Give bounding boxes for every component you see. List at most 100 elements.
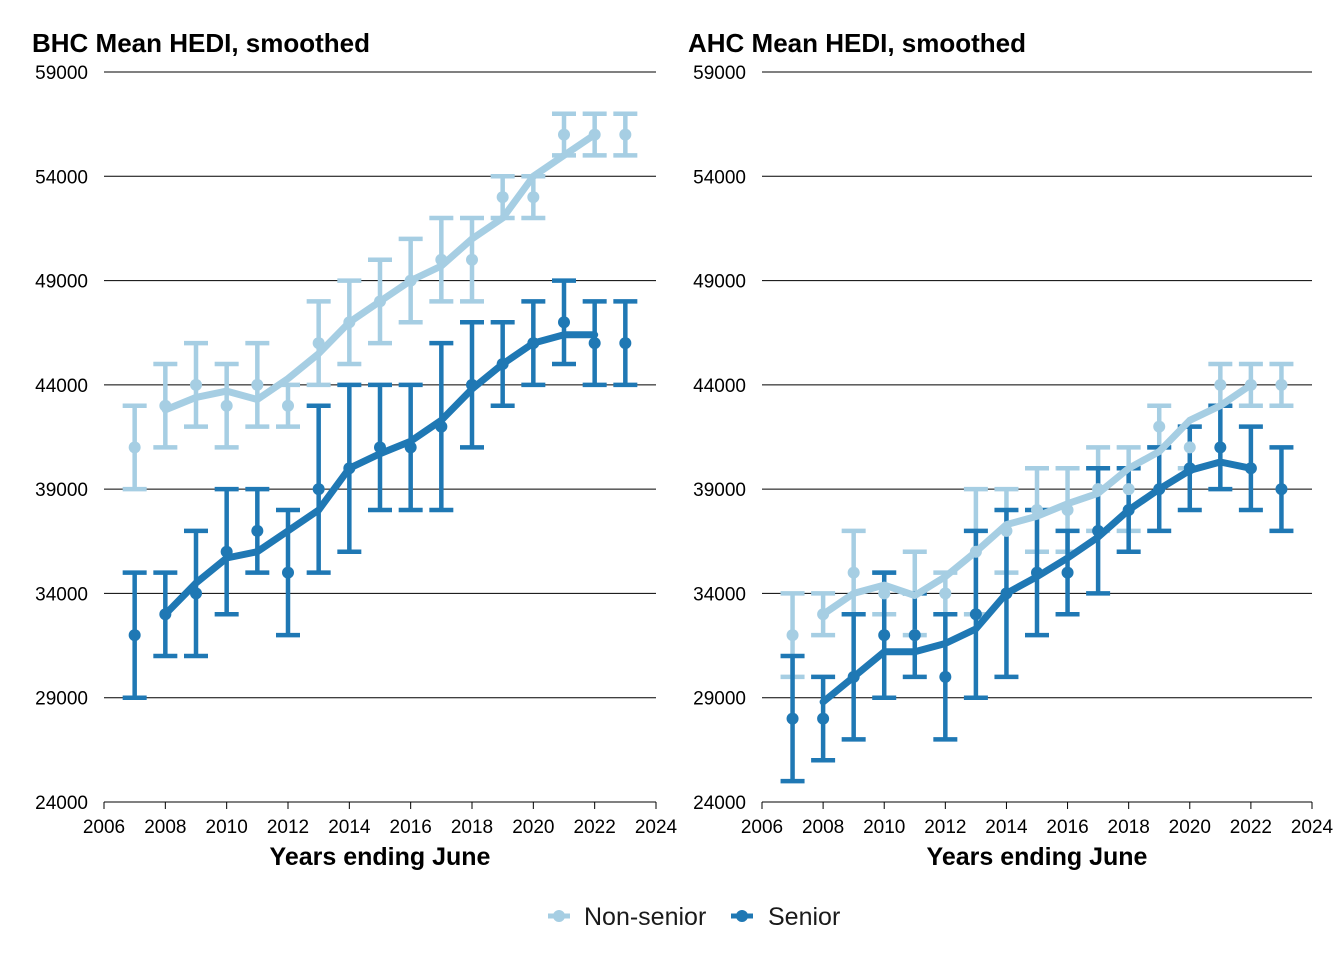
bhc-y-tick-34000: 34000 bbox=[35, 584, 88, 605]
bhc-x-tick-2008: 2008 bbox=[144, 817, 186, 838]
bhc-non-senior-point-2012 bbox=[282, 399, 294, 412]
legend-item-senior: Senior bbox=[731, 903, 840, 931]
bhc-non-senior-point-2020 bbox=[527, 191, 540, 204]
ahc-senior-point-2016 bbox=[1061, 566, 1074, 579]
bhc-x-tick-2010: 2010 bbox=[206, 817, 248, 838]
legend-item-non-senior: Non-senior bbox=[548, 903, 706, 931]
ahc-y-tick-49000: 49000 bbox=[693, 272, 746, 293]
ahc-non-senior-point-2015 bbox=[1031, 504, 1043, 516]
bhc-senior-point-2022 bbox=[588, 337, 601, 350]
bhc-non-senior-point-2016 bbox=[404, 274, 417, 287]
bhc-non-senior-point-2013 bbox=[312, 337, 325, 350]
ahc-senior-point-2020 bbox=[1183, 462, 1196, 475]
ahc-y-tick-44000: 44000 bbox=[693, 376, 746, 397]
bhc-x-tick-2018: 2018 bbox=[451, 817, 493, 838]
bhc-non-senior-point-2023 bbox=[619, 128, 632, 141]
ahc-senior-point-2009 bbox=[847, 670, 860, 683]
bhc-senior-point-2020 bbox=[527, 337, 540, 350]
ahc-senior-point-2014 bbox=[1000, 587, 1013, 600]
bhc-senior-point-2017 bbox=[435, 420, 448, 433]
bhc-senior-point-2019 bbox=[496, 358, 509, 370]
ahc-senior-point-2015 bbox=[1031, 566, 1043, 579]
legend-key-non-senior-dot bbox=[553, 910, 565, 922]
ahc-x-tick-2018: 2018 bbox=[1108, 817, 1150, 838]
ahc-y-tick-39000: 39000 bbox=[693, 480, 746, 501]
ahc-x-tick-2008: 2008 bbox=[802, 817, 844, 838]
ahc-non-senior-point-2018 bbox=[1122, 483, 1135, 496]
bhc-senior-point-2007 bbox=[128, 629, 141, 642]
bhc-panel: BHC Mean HEDI, smoothed Years ending Jun… bbox=[32, 28, 678, 871]
bhc-x-tick-2012: 2012 bbox=[267, 817, 309, 838]
legend-label-senior: Senior bbox=[768, 903, 840, 931]
ahc-x-tick-2014: 2014 bbox=[985, 817, 1028, 838]
ahc-senior-point-2011 bbox=[908, 629, 921, 642]
ahc-senior-point-2008 bbox=[817, 712, 830, 725]
bhc-non-senior-point-2018 bbox=[466, 253, 478, 266]
bhc-non-senior-point-2022 bbox=[588, 128, 601, 141]
ahc-non-senior-smoothed-line bbox=[819, 381, 1255, 618]
bhc-non-senior-point-2021 bbox=[558, 128, 570, 141]
legend: Non-senior Senior bbox=[548, 903, 840, 931]
bhc-senior-point-2023 bbox=[619, 337, 632, 350]
ahc-panel: AHC Mean HEDI, smoothed Years ending Jun… bbox=[688, 28, 1334, 871]
bhc-x-tick-2020: 2020 bbox=[512, 817, 554, 838]
ahc-x-tick-2012: 2012 bbox=[924, 817, 966, 838]
ahc-y-tick-54000: 54000 bbox=[693, 167, 746, 188]
bhc-non-senior-point-2009 bbox=[190, 378, 202, 391]
bhc-chart-title: BHC Mean HEDI, smoothed bbox=[32, 28, 370, 58]
ahc-non-senior-point-2010 bbox=[878, 587, 891, 600]
bhc-y-tick-44000: 44000 bbox=[35, 376, 88, 397]
bhc-y-tick-29000: 29000 bbox=[35, 689, 88, 710]
bhc-x-tick-2006: 2006 bbox=[83, 817, 125, 838]
bhc-y-tick-39000: 39000 bbox=[35, 480, 88, 501]
bhc-x-tick-2014: 2014 bbox=[328, 817, 371, 838]
ahc-senior-point-2021 bbox=[1214, 441, 1227, 454]
ahc-senior-point-2017 bbox=[1092, 524, 1105, 537]
bhc-non-senior-point-2017 bbox=[435, 253, 448, 266]
bhc-x-axis-label: Years ending June bbox=[270, 843, 491, 871]
ahc-senior-point-2018 bbox=[1122, 504, 1135, 516]
ahc-x-tick-2020: 2020 bbox=[1169, 817, 1211, 838]
ahc-non-senior-point-2023 bbox=[1275, 378, 1288, 391]
ahc-senior-point-2019 bbox=[1153, 483, 1166, 496]
bhc-senior-point-2021 bbox=[558, 316, 570, 329]
bhc-non-senior-point-2015 bbox=[374, 295, 386, 308]
legend-label-non-senior: Non-senior bbox=[584, 903, 706, 931]
ahc-non-senior-point-2014 bbox=[1000, 524, 1013, 537]
bhc-senior-point-2015 bbox=[374, 441, 386, 454]
bhc-y-tick-59000: 59000 bbox=[35, 63, 88, 84]
bhc-x-tick-2022: 2022 bbox=[574, 817, 616, 838]
bhc-x-tick-2024: 2024 bbox=[635, 817, 678, 838]
bhc-y-tick-54000: 54000 bbox=[35, 167, 88, 188]
bhc-senior-point-2014 bbox=[343, 462, 356, 475]
ahc-x-tick-2024: 2024 bbox=[1291, 817, 1334, 838]
bhc-senior-smoothed-line bbox=[161, 331, 599, 618]
bhc-senior-point-2008 bbox=[159, 608, 172, 621]
ahc-non-senior-point-2008 bbox=[817, 608, 830, 621]
bhc-non-senior-point-2019 bbox=[496, 191, 509, 204]
bhc-senior-point-2016 bbox=[404, 441, 417, 454]
ahc-non-senior-point-2017 bbox=[1092, 483, 1105, 496]
bhc-y-tick-24000: 24000 bbox=[35, 793, 88, 814]
ahc-senior-point-2013 bbox=[969, 608, 982, 621]
ahc-y-tick-34000: 34000 bbox=[693, 584, 746, 605]
ahc-non-senior-point-2009 bbox=[847, 566, 860, 579]
bhc-x-tick-2016: 2016 bbox=[390, 817, 432, 838]
bhc-non-senior-point-2007 bbox=[128, 441, 141, 454]
ahc-senior-point-2012 bbox=[939, 670, 952, 683]
ahc-non-senior-point-2021 bbox=[1214, 378, 1227, 391]
ahc-x-tick-2010: 2010 bbox=[863, 817, 905, 838]
ahc-x-axis-label: Years ending June bbox=[927, 843, 1148, 871]
ahc-non-senior-point-2022 bbox=[1244, 378, 1257, 391]
bhc-senior-point-2013 bbox=[312, 483, 325, 496]
bhc-senior-point-2009 bbox=[190, 587, 202, 600]
bhc-senior-point-2011 bbox=[251, 524, 264, 537]
ahc-senior-point-2007 bbox=[786, 712, 799, 725]
bhc-non-senior-point-2010 bbox=[220, 399, 233, 412]
ahc-senior-point-2023 bbox=[1275, 483, 1288, 496]
ahc-y-tick-24000: 24000 bbox=[693, 793, 746, 814]
legend-key-senior-dot bbox=[736, 910, 748, 922]
ahc-senior-point-2022 bbox=[1244, 462, 1257, 475]
bhc-senior-point-2010 bbox=[220, 545, 233, 558]
ahc-non-senior-point-2007 bbox=[786, 629, 799, 642]
